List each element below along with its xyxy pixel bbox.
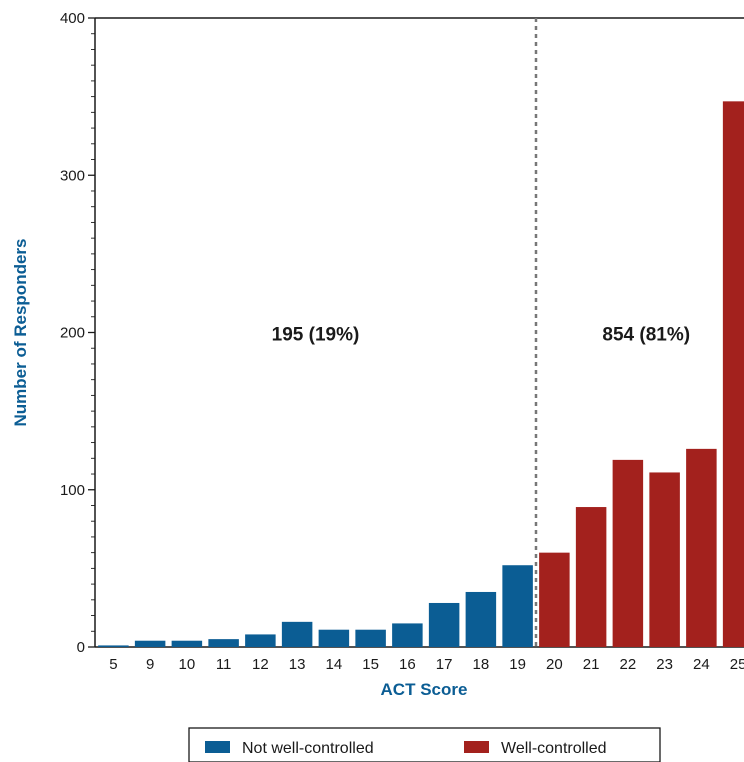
bar-24 <box>686 448 717 647</box>
legend-box <box>188 727 661 762</box>
bar-17 <box>428 602 460 647</box>
x-tick-label: 5 <box>109 656 117 673</box>
y-tick-label: 100 <box>60 482 85 499</box>
bar-25 <box>722 101 744 647</box>
group-annotation: 195 (19%) <box>272 325 360 346</box>
x-tick-label: 17 <box>436 656 453 673</box>
x-tick-label: 9 <box>146 656 154 673</box>
x-tick-label: 23 <box>656 656 673 673</box>
y-axis-title: Number of Responders <box>11 239 30 427</box>
bar-14 <box>318 629 350 647</box>
group-annotation: 854 (81%) <box>602 325 690 346</box>
x-tick-label: 25 <box>730 656 744 673</box>
group-annotations: 195 (19%) 854 (81%) <box>272 325 690 346</box>
x-tick-label: 13 <box>289 656 306 673</box>
x-tick-label: 21 <box>583 656 600 673</box>
bar-22 <box>612 459 644 647</box>
legend-swatch <box>464 741 489 753</box>
x-tick-label: 22 <box>620 656 637 673</box>
bar-18 <box>465 591 497 647</box>
legend: Not well-controlled Well-controlled <box>188 727 661 762</box>
bar-19 <box>502 565 533 647</box>
x-axis: 5 9 10 11 12 13 14 15 16 17 18 19 20 21 22 23 24 25 <box>95 646 744 673</box>
bar-11 <box>208 639 239 647</box>
bars <box>98 101 744 647</box>
bar-12 <box>245 634 276 647</box>
bar-13 <box>281 621 313 647</box>
bar-23 <box>649 472 680 647</box>
bar-9 <box>134 640 166 647</box>
legend-swatch <box>205 741 230 753</box>
y-axis: 0 100 200 300 400 <box>60 10 744 656</box>
x-tick-label: 20 <box>546 656 563 673</box>
legend-label: Not well-controlled <box>242 740 374 757</box>
y-tick-label: 300 <box>60 167 85 184</box>
bar-10 <box>171 640 203 647</box>
y-tick-label: 0 <box>77 639 85 656</box>
x-tick-label: 14 <box>326 656 343 673</box>
x-tick-label: 10 <box>179 656 196 673</box>
x-tick-label: 16 <box>399 656 416 673</box>
x-tick-label: 15 <box>362 656 379 673</box>
bar-20 <box>539 552 570 647</box>
x-axis-title: ACT Score <box>381 680 468 699</box>
bar-21 <box>575 507 607 647</box>
legend-label: Well-controlled <box>501 740 607 757</box>
y-tick-label: 200 <box>60 325 85 342</box>
x-tick-label: 18 <box>473 656 490 673</box>
bar-15 <box>355 629 386 647</box>
x-tick-label: 24 <box>693 656 710 673</box>
x-tick-label: 11 <box>216 656 232 673</box>
x-tick-label: 12 <box>252 656 269 673</box>
x-tick-label: 19 <box>509 656 526 673</box>
bar-5 <box>98 645 129 647</box>
y-tick-label: 400 <box>60 10 85 27</box>
bar-16 <box>392 623 423 647</box>
